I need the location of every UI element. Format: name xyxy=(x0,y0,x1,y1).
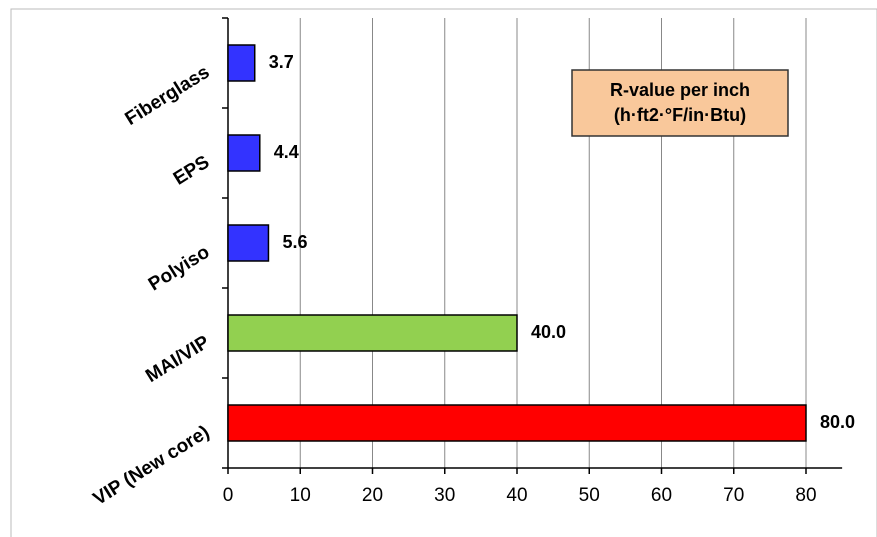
x-tick-label: 40 xyxy=(506,485,527,506)
value-label: 80.0 xyxy=(820,412,855,432)
annotation-text: (h·ft2·°F/in·Btu) xyxy=(614,105,746,125)
value-label: 4.4 xyxy=(274,142,299,162)
bar xyxy=(227,314,518,352)
value-label: 5.6 xyxy=(282,232,307,252)
x-tick-label: 0 xyxy=(223,485,234,506)
x-tick-label: 20 xyxy=(362,485,383,506)
bar xyxy=(227,224,270,262)
bar xyxy=(227,404,807,442)
value-label: 40.0 xyxy=(531,322,566,342)
bar xyxy=(227,134,261,172)
x-tick-label: 60 xyxy=(651,485,672,506)
x-tick-label: 30 xyxy=(434,485,455,506)
value-label: 3.7 xyxy=(269,52,294,72)
x-tick-label: 80 xyxy=(795,485,816,506)
bar xyxy=(227,44,256,82)
x-tick-label: 70 xyxy=(723,485,744,506)
annotation-box xyxy=(571,69,789,137)
annotation: R-value per inch (h·ft2·°F/in·Btu) xyxy=(571,69,789,137)
annotation-text: R-value per inch xyxy=(610,80,750,100)
x-tick-label: 50 xyxy=(579,485,600,506)
x-tick-label: 10 xyxy=(290,485,311,506)
